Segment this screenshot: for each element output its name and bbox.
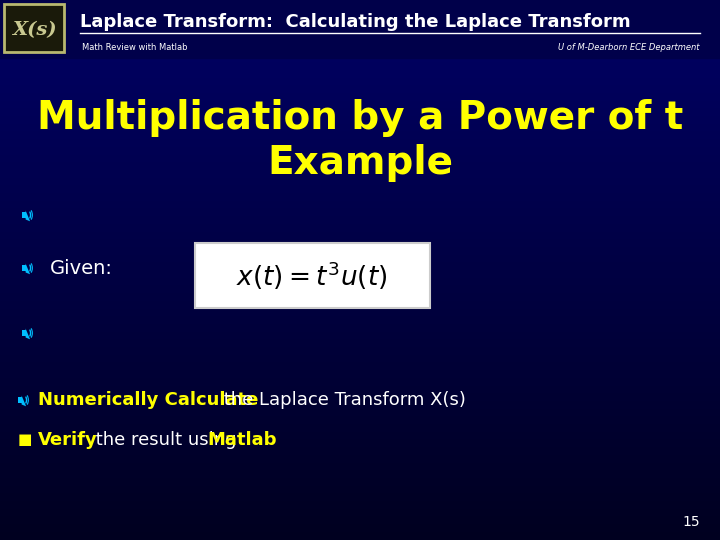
Text: Matlab: Matlab bbox=[207, 431, 276, 449]
Bar bbox=[22, 330, 26, 336]
Text: Given:: Given: bbox=[50, 259, 113, 278]
Text: Example: Example bbox=[267, 144, 453, 182]
Bar bbox=[18, 397, 22, 403]
Bar bbox=[22, 212, 26, 218]
Text: X(s): X(s) bbox=[12, 21, 56, 39]
Text: the result using: the result using bbox=[90, 431, 242, 449]
Polygon shape bbox=[26, 328, 30, 339]
Text: 15: 15 bbox=[683, 515, 700, 529]
Text: U of M-Dearborn ECE Department: U of M-Dearborn ECE Department bbox=[559, 44, 700, 52]
Text: ■: ■ bbox=[18, 433, 32, 448]
Text: Multiplication by a Power of t: Multiplication by a Power of t bbox=[37, 99, 683, 137]
Polygon shape bbox=[26, 264, 30, 274]
Bar bbox=[195, 243, 430, 308]
Text: Math Review with Matlab: Math Review with Matlab bbox=[82, 44, 187, 52]
Text: Numerically Calculate: Numerically Calculate bbox=[38, 391, 258, 409]
Polygon shape bbox=[26, 211, 30, 221]
FancyBboxPatch shape bbox=[4, 4, 64, 52]
Text: Laplace Transform:  Calculating the Laplace Transform: Laplace Transform: Calculating the Lapla… bbox=[80, 13, 631, 31]
Text: $x(t) = t^3 u(t)$: $x(t) = t^3 u(t)$ bbox=[236, 260, 388, 292]
Bar bbox=[0, 0, 720, 58]
Polygon shape bbox=[22, 395, 26, 406]
Bar bbox=[22, 265, 26, 271]
Text: Verify: Verify bbox=[38, 431, 98, 449]
Text: the Laplace Transform X(s): the Laplace Transform X(s) bbox=[218, 391, 466, 409]
